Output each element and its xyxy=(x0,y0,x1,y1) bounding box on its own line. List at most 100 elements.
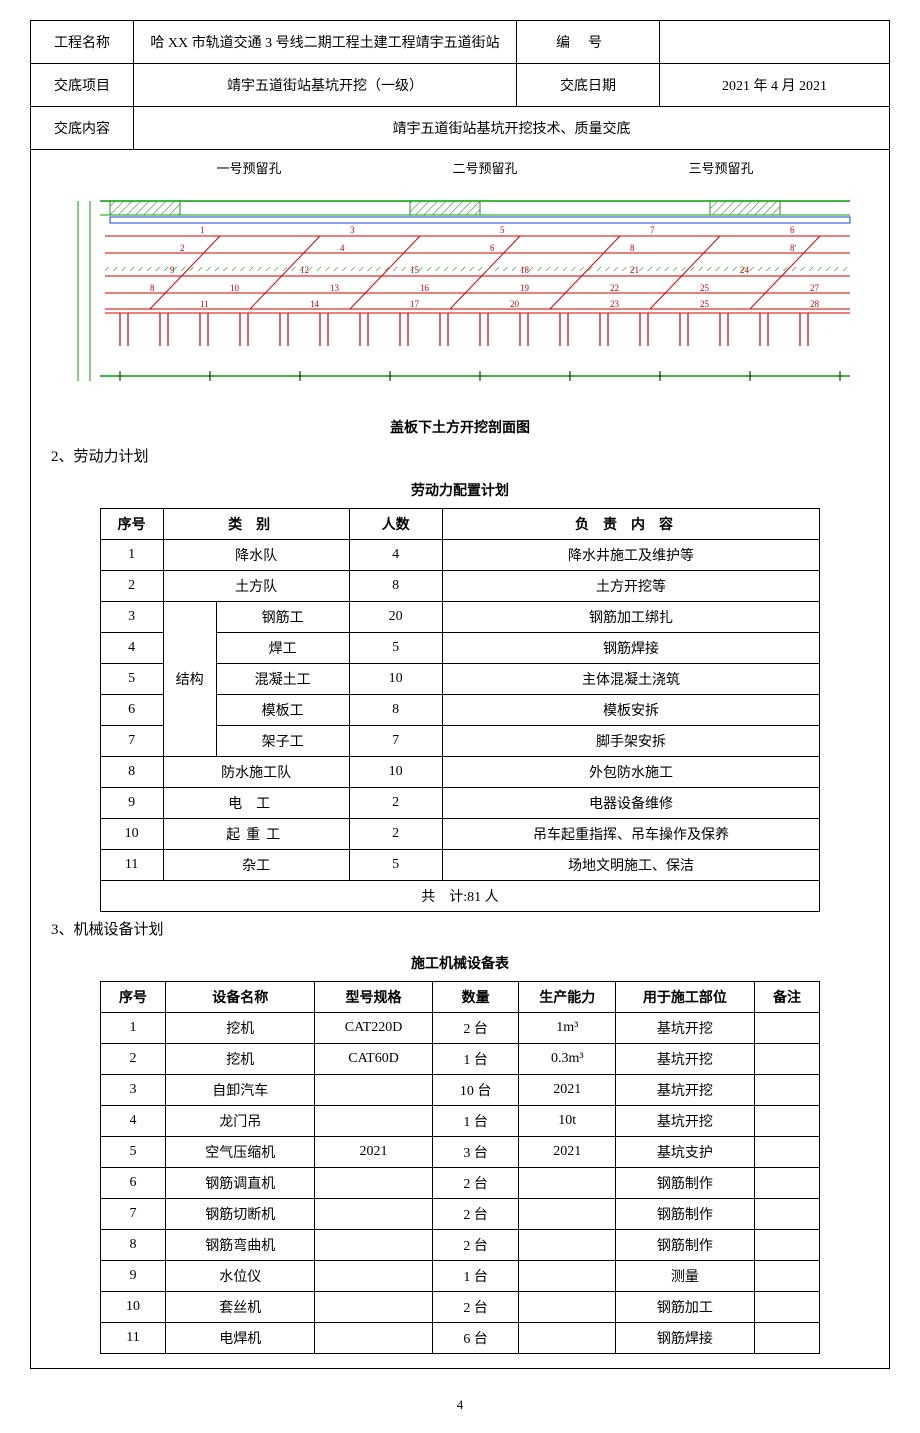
equip-qty: 1 台 xyxy=(432,1261,518,1292)
table-row: 6钢筋调直机2 台钢筋制作 xyxy=(100,1168,820,1199)
equip-name: 龙门吊 xyxy=(166,1106,315,1137)
svg-text:20: 20 xyxy=(510,299,520,309)
equip-col-cap: 生产能力 xyxy=(519,982,616,1013)
equip-col-use: 用于施工部位 xyxy=(616,982,755,1013)
equip-note xyxy=(754,1106,820,1137)
equip-model xyxy=(315,1168,433,1199)
labor-col-cat: 类别 xyxy=(163,509,349,540)
equip-model: CAT220D xyxy=(315,1013,433,1044)
equip-seq: 10 xyxy=(100,1292,166,1323)
labor-count: 10 xyxy=(349,757,442,788)
equip-use: 测量 xyxy=(616,1261,755,1292)
equip-qty: 6 台 xyxy=(432,1323,518,1354)
svg-text:27: 27 xyxy=(810,283,820,293)
labor-seq: 8 xyxy=(100,757,163,788)
table-row: 9水位仪1 台测量 xyxy=(100,1261,820,1292)
table-row: 1降水队4降水井施工及维护等 xyxy=(100,540,820,571)
svg-text:28: 28 xyxy=(810,299,820,309)
page-number: 4 xyxy=(30,1397,890,1413)
labor-duty: 场地文明施工、保洁 xyxy=(442,850,820,881)
equip-title: 施工机械设备表 xyxy=(41,953,879,973)
table-row: 1挖机CAT220D2 台1m³基坑开挖 xyxy=(100,1013,820,1044)
project-label: 工程名称 xyxy=(31,21,134,64)
equip-seq: 5 xyxy=(100,1137,166,1168)
section-3-heading: 3、机械设备计划 xyxy=(51,918,879,939)
equip-qty: 2 台 xyxy=(432,1230,518,1261)
labor-cat: 电工 xyxy=(163,788,349,819)
project-value: 哈 XX 市轨道交通 3 号线二期工程土建工程靖宇五道街站 xyxy=(134,21,517,64)
equip-seq: 3 xyxy=(100,1075,166,1106)
svg-text:1: 1 xyxy=(200,225,205,235)
equip-qty: 3 台 xyxy=(432,1137,518,1168)
equip-cap: 2021 xyxy=(519,1075,616,1106)
equip-note xyxy=(754,1292,820,1323)
table-row: 7钢筋切断机2 台钢筋制作 xyxy=(100,1199,820,1230)
equip-name: 套丝机 xyxy=(166,1292,315,1323)
labor-seq: 1 xyxy=(100,540,163,571)
labor-duty: 模板安拆 xyxy=(442,695,820,726)
table-row: 3自卸汽车10 台2021基坑开挖 xyxy=(100,1075,820,1106)
equip-note xyxy=(754,1137,820,1168)
equip-note xyxy=(754,1323,820,1354)
labor-duty: 吊车起重指挥、吊车操作及保养 xyxy=(442,819,820,850)
equip-seq: 6 xyxy=(100,1168,166,1199)
table-row: 2土方队8土方开挖等 xyxy=(100,571,820,602)
equip-col-qty: 数量 xyxy=(432,982,518,1013)
equip-seq: 7 xyxy=(100,1199,166,1230)
equip-use: 钢筋制作 xyxy=(616,1230,755,1261)
hole-label-2: 二号预留孔 xyxy=(367,158,603,177)
equip-col-seq: 序号 xyxy=(100,982,166,1013)
table-row: 4龙门吊1 台10t基坑开挖 xyxy=(100,1106,820,1137)
equip-name: 钢筋调直机 xyxy=(166,1168,315,1199)
diagram-container: 一号预留孔 二号预留孔 三号预留孔 xyxy=(30,150,890,1369)
equip-model xyxy=(315,1199,433,1230)
equip-qty: 2 台 xyxy=(432,1292,518,1323)
svg-text:14: 14 xyxy=(310,299,320,309)
labor-duty: 降水井施工及维护等 xyxy=(442,540,820,571)
labor-count: 10 xyxy=(349,664,442,695)
equip-use: 钢筋焊接 xyxy=(616,1323,755,1354)
equip-model xyxy=(315,1323,433,1354)
equip-qty: 2 台 xyxy=(432,1013,518,1044)
labor-duty: 主体混凝土浇筑 xyxy=(442,664,820,695)
equip-qty: 1 台 xyxy=(432,1044,518,1075)
equip-use: 基坑开挖 xyxy=(616,1044,755,1075)
equip-cap: 0.3m³ xyxy=(519,1044,616,1075)
equip-name: 钢筋弯曲机 xyxy=(166,1230,315,1261)
equip-use: 钢筋制作 xyxy=(616,1199,755,1230)
equipment-table: 序号 设备名称 型号规格 数量 生产能力 用于施工部位 备注 1挖机CAT220… xyxy=(100,981,821,1354)
labor-col-count: 人数 xyxy=(349,509,442,540)
equip-name: 自卸汽车 xyxy=(166,1075,315,1106)
equip-model: CAT60D xyxy=(315,1044,433,1075)
labor-count: 20 xyxy=(349,602,442,633)
labor-count: 2 xyxy=(349,819,442,850)
content-value: 靖宇五道街站基坑开挖技术、质量交底 xyxy=(134,107,890,150)
labor-duty: 电器设备维修 xyxy=(442,788,820,819)
svg-text:11: 11 xyxy=(200,299,209,309)
equip-name: 挖机 xyxy=(166,1044,315,1075)
equip-model xyxy=(315,1075,433,1106)
equip-cap xyxy=(519,1292,616,1323)
content-label: 交底内容 xyxy=(31,107,134,150)
labor-struct-group: 结构 xyxy=(163,602,216,757)
labor-cat: 起重工 xyxy=(163,819,349,850)
equip-col-name: 设备名称 xyxy=(166,982,315,1013)
equip-cap xyxy=(519,1323,616,1354)
svg-text:25: 25 xyxy=(700,283,710,293)
labor-duty: 脚手架安拆 xyxy=(442,726,820,757)
svg-text:23: 23 xyxy=(610,299,620,309)
table-row: 8防水施工队10外包防水施工 xyxy=(100,757,820,788)
svg-text:16: 16 xyxy=(420,283,430,293)
svg-text:3: 3 xyxy=(350,225,355,235)
labor-cat: 钢筋工 xyxy=(216,602,349,633)
equip-cap xyxy=(519,1230,616,1261)
equip-seq: 11 xyxy=(100,1323,166,1354)
labor-seq: 11 xyxy=(100,850,163,881)
equip-seq: 4 xyxy=(100,1106,166,1137)
labor-col-seq: 序号 xyxy=(100,509,163,540)
equip-cap: 1m³ xyxy=(519,1013,616,1044)
equip-qty: 2 台 xyxy=(432,1168,518,1199)
svg-text:19: 19 xyxy=(520,283,530,293)
labor-count: 7 xyxy=(349,726,442,757)
svg-text:10: 10 xyxy=(230,283,240,293)
